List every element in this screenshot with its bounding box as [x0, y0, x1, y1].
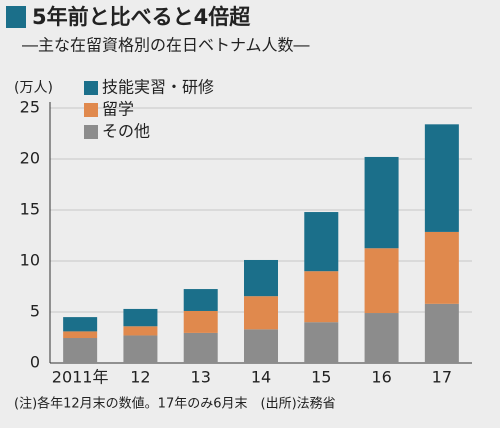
- x-tick-label: 14: [251, 368, 271, 387]
- bar-segment: [123, 308, 158, 327]
- x-tick-label: 12: [130, 368, 150, 387]
- bar-segment: [364, 156, 399, 249]
- y-tick-label: 10: [20, 251, 40, 270]
- x-tick-label: 17: [432, 368, 452, 387]
- bar-segment: [63, 331, 98, 339]
- legend-label: 留学: [102, 100, 134, 119]
- x-tick-label: 15: [311, 368, 331, 387]
- y-tick-label: 15: [20, 200, 40, 219]
- legend-swatch: [84, 81, 98, 95]
- bar-segment: [63, 317, 98, 332]
- bar-segment: [424, 231, 459, 304]
- bar-segment: [424, 303, 459, 363]
- legend-swatch: [84, 103, 98, 117]
- bar-segment: [123, 335, 158, 363]
- footnote: (注)各年12月末の数値。17年のみ6月末 (出所)法務省: [14, 396, 336, 412]
- x-tick-label: 16: [371, 368, 391, 387]
- x-tick-label: 2011年: [52, 368, 109, 387]
- bar-segment: [183, 310, 218, 333]
- bar-segment: [304, 322, 339, 363]
- y-tick-label: 0: [30, 353, 40, 372]
- y-axis-label: (万人): [14, 80, 53, 96]
- title-icon: [6, 6, 26, 28]
- y-tick-label: 20: [20, 149, 40, 168]
- bar-segment: [244, 259, 278, 297]
- bar-segment: [183, 289, 218, 311]
- bar-segment: [183, 332, 218, 363]
- bar-segment: [63, 338, 98, 363]
- chart-title: 5年前と比べると4倍超: [32, 5, 251, 29]
- bar-segment: [244, 296, 278, 330]
- legend-label: その他: [102, 122, 150, 141]
- y-tick-label: 5: [30, 302, 40, 321]
- bar-segment: [304, 212, 339, 272]
- legend-label: 技能実習・研修: [102, 78, 214, 97]
- bar-segment: [424, 124, 459, 232]
- bar-segment: [304, 271, 339, 323]
- bar-segment: [123, 326, 158, 336]
- legend-swatch: [84, 125, 98, 139]
- bar-segment: [364, 248, 399, 314]
- bar-segment: [244, 329, 278, 363]
- y-tick-label: 25: [20, 98, 40, 117]
- x-tick-label: 13: [191, 368, 211, 387]
- chart-subtitle: ―主な在留資格別の在日ベトナム人数―: [22, 36, 310, 55]
- bar-segment: [364, 313, 399, 363]
